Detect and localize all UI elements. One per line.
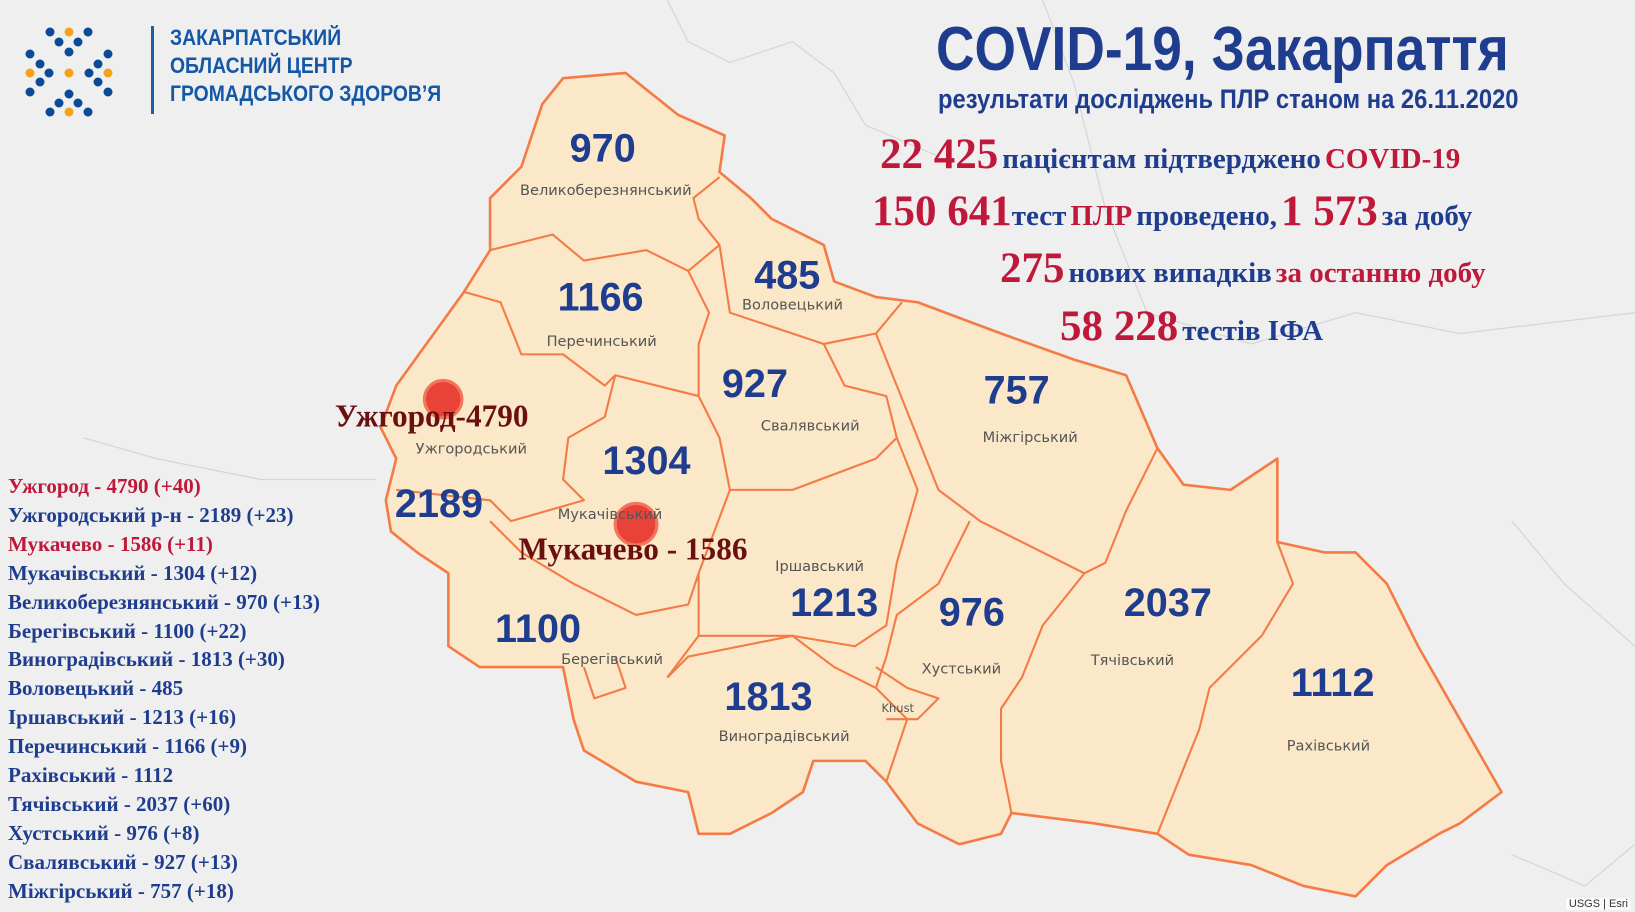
count-perechyn: 1166: [558, 276, 644, 320]
pcr-tag: ПЛР: [1070, 200, 1133, 232]
pcr-text-2: проведено,: [1136, 200, 1278, 232]
district-list-item: Воловецький - 485: [8, 676, 184, 701]
count-vynohradiv: 1813: [724, 675, 812, 719]
count-rakhiv: 1112: [1291, 661, 1375, 705]
count-mukachevo-district: 1304: [602, 439, 690, 483]
count-svaliava: 927: [722, 362, 788, 406]
page-title: COVID-19, Закарпаття: [936, 15, 1509, 84]
org-line-3: ГРОМАДСЬКОГО ЗДОРОВ’Я: [170, 81, 442, 106]
label-berehove: Берегівський: [561, 651, 663, 668]
district-list-item: Мукачівський - 1304 (+12): [8, 560, 258, 585]
district-list-item: Мукачево - 1586 (+11): [8, 531, 213, 556]
label-khust: Хустський: [922, 660, 1002, 677]
count-khust: 976: [939, 590, 1005, 634]
label-perechyn: Перечинський: [547, 333, 657, 350]
mukachevo-city-marker[interactable]: [613, 501, 659, 547]
stat-confirmed: 22 425 пацієнтам підтверджено COVID-19: [880, 130, 1460, 179]
label-rakhiv: Рахівський: [1287, 737, 1370, 754]
count-tiachiv: 2037: [1124, 581, 1212, 625]
count-mizhhiria: 757: [984, 368, 1050, 412]
district-list-item: Берегівський - 1100 (+22): [8, 618, 247, 643]
organization-name: ЗАКАРПАТСЬКИЙ ОБЛАСНИЙ ЦЕНТР ГРОМАДСЬКОГ…: [170, 24, 441, 108]
uzhhorod-city-marker[interactable]: [422, 378, 464, 420]
count-uzhhorod-district: 2189: [395, 482, 483, 526]
district-list-item: Тячівський - 2037 (+60): [8, 791, 231, 816]
logo-divider: [151, 26, 154, 114]
district-list-item: Хустський - 976 (+8): [8, 820, 200, 845]
confirmed-tag: COVID-19: [1324, 143, 1461, 175]
pcr-total: 150 641: [872, 188, 1012, 235]
label-vynohradiv: Виноградівський: [719, 728, 850, 745]
district-list-item: Іршавський - 1213 (+16): [8, 705, 237, 730]
count-berehove: 1100: [495, 607, 581, 651]
stat-new-cases: 275 нових випадків за останню добу: [1000, 244, 1486, 293]
district-names: Великоберезнянський Перечинський Воловец…: [416, 182, 1370, 755]
district-list-item: Великоберезнянський - 970 (+13): [8, 589, 320, 614]
label-irshava: Іршавський: [775, 558, 864, 575]
district-list-item: Ужгород - 4790 (+40): [8, 474, 201, 498]
confirmed-text: пацієнтам підтверджено: [1002, 143, 1321, 175]
new-cases-count: 275: [1000, 245, 1065, 292]
count-velykyi-bereznyi: 970: [570, 127, 636, 171]
report-date: 26.11.2020: [1400, 84, 1519, 114]
district-list-item: Перечинський - 1166 (+9): [8, 734, 247, 759]
label-tiachiv: Тячівський: [1090, 652, 1174, 669]
district-list-item: Міжгірський - 757 (+18): [8, 878, 234, 903]
count-irshava: 1213: [790, 581, 878, 625]
label-khust-town: Khust: [882, 701, 915, 715]
ifa-text: тестів ІФА: [1182, 315, 1324, 347]
org-line-1: ЗАКАРПАТСЬКИЙ: [170, 25, 342, 50]
district-boundaries: [396, 176, 1295, 835]
label-uzhhorod-district: Ужгородський: [416, 440, 527, 457]
district-list: Ужгород - 4790 (+40) Ужгородський р-н - 2…: [8, 472, 320, 906]
label-volovets: Воловецький: [742, 297, 843, 314]
pcr-daily: 1 573: [1281, 188, 1378, 235]
org-line-2: ОБЛАСНИЙ ЦЕНТР: [170, 53, 353, 78]
confirmed-count: 22 425: [880, 131, 999, 178]
new-cases-text: нових випадків: [1068, 257, 1272, 289]
ifa-count: 58 228: [1060, 303, 1179, 350]
stat-pcr: 150 641тест ПЛР проведено, 1 573 за добу: [872, 187, 1472, 236]
label-velykyi-bereznyi: Великоберезнянський: [520, 182, 692, 199]
label-mukachevo-district: Мукачівський: [558, 506, 663, 523]
new-cases-tag: за останню добу: [1275, 257, 1486, 289]
label-svaliava: Свалявський: [761, 417, 860, 434]
uzhhorod-city-label: Ужгород-4790: [335, 398, 529, 433]
logo-icon: [25, 27, 113, 117]
district-list-item: Рахівський - 1112: [8, 763, 174, 788]
stat-ifa: 58 228 тестів ІФА: [1060, 302, 1323, 351]
count-volovets: 485: [754, 254, 820, 298]
map-attribution[interactable]: USGS | Esri: [1565, 898, 1631, 910]
pcr-text-3: за добу: [1381, 200, 1473, 232]
background-terrain-lines: [83, 0, 1635, 887]
pcr-text-1: тест: [1011, 200, 1067, 232]
district-list-item: Виноградівський - 1813 (+30): [8, 647, 285, 672]
page-subtitle: результати досліджень ПЛР станом на 26.1…: [938, 84, 1519, 115]
label-mizhhiria: Міжгірський: [983, 429, 1078, 446]
district-list-item: Свалявський - 927 (+13): [8, 849, 238, 874]
district-counts: 970 1166 485 927 757 2189 1304 1213 976 …: [395, 127, 1375, 719]
district-list-item: Ужгородський р-н - 2189 (+23): [8, 502, 294, 527]
mukachevo-city-label: Мукачево - 1586: [518, 532, 747, 567]
subtitle-text: результати досліджень ПЛР станом на: [938, 84, 1395, 114]
